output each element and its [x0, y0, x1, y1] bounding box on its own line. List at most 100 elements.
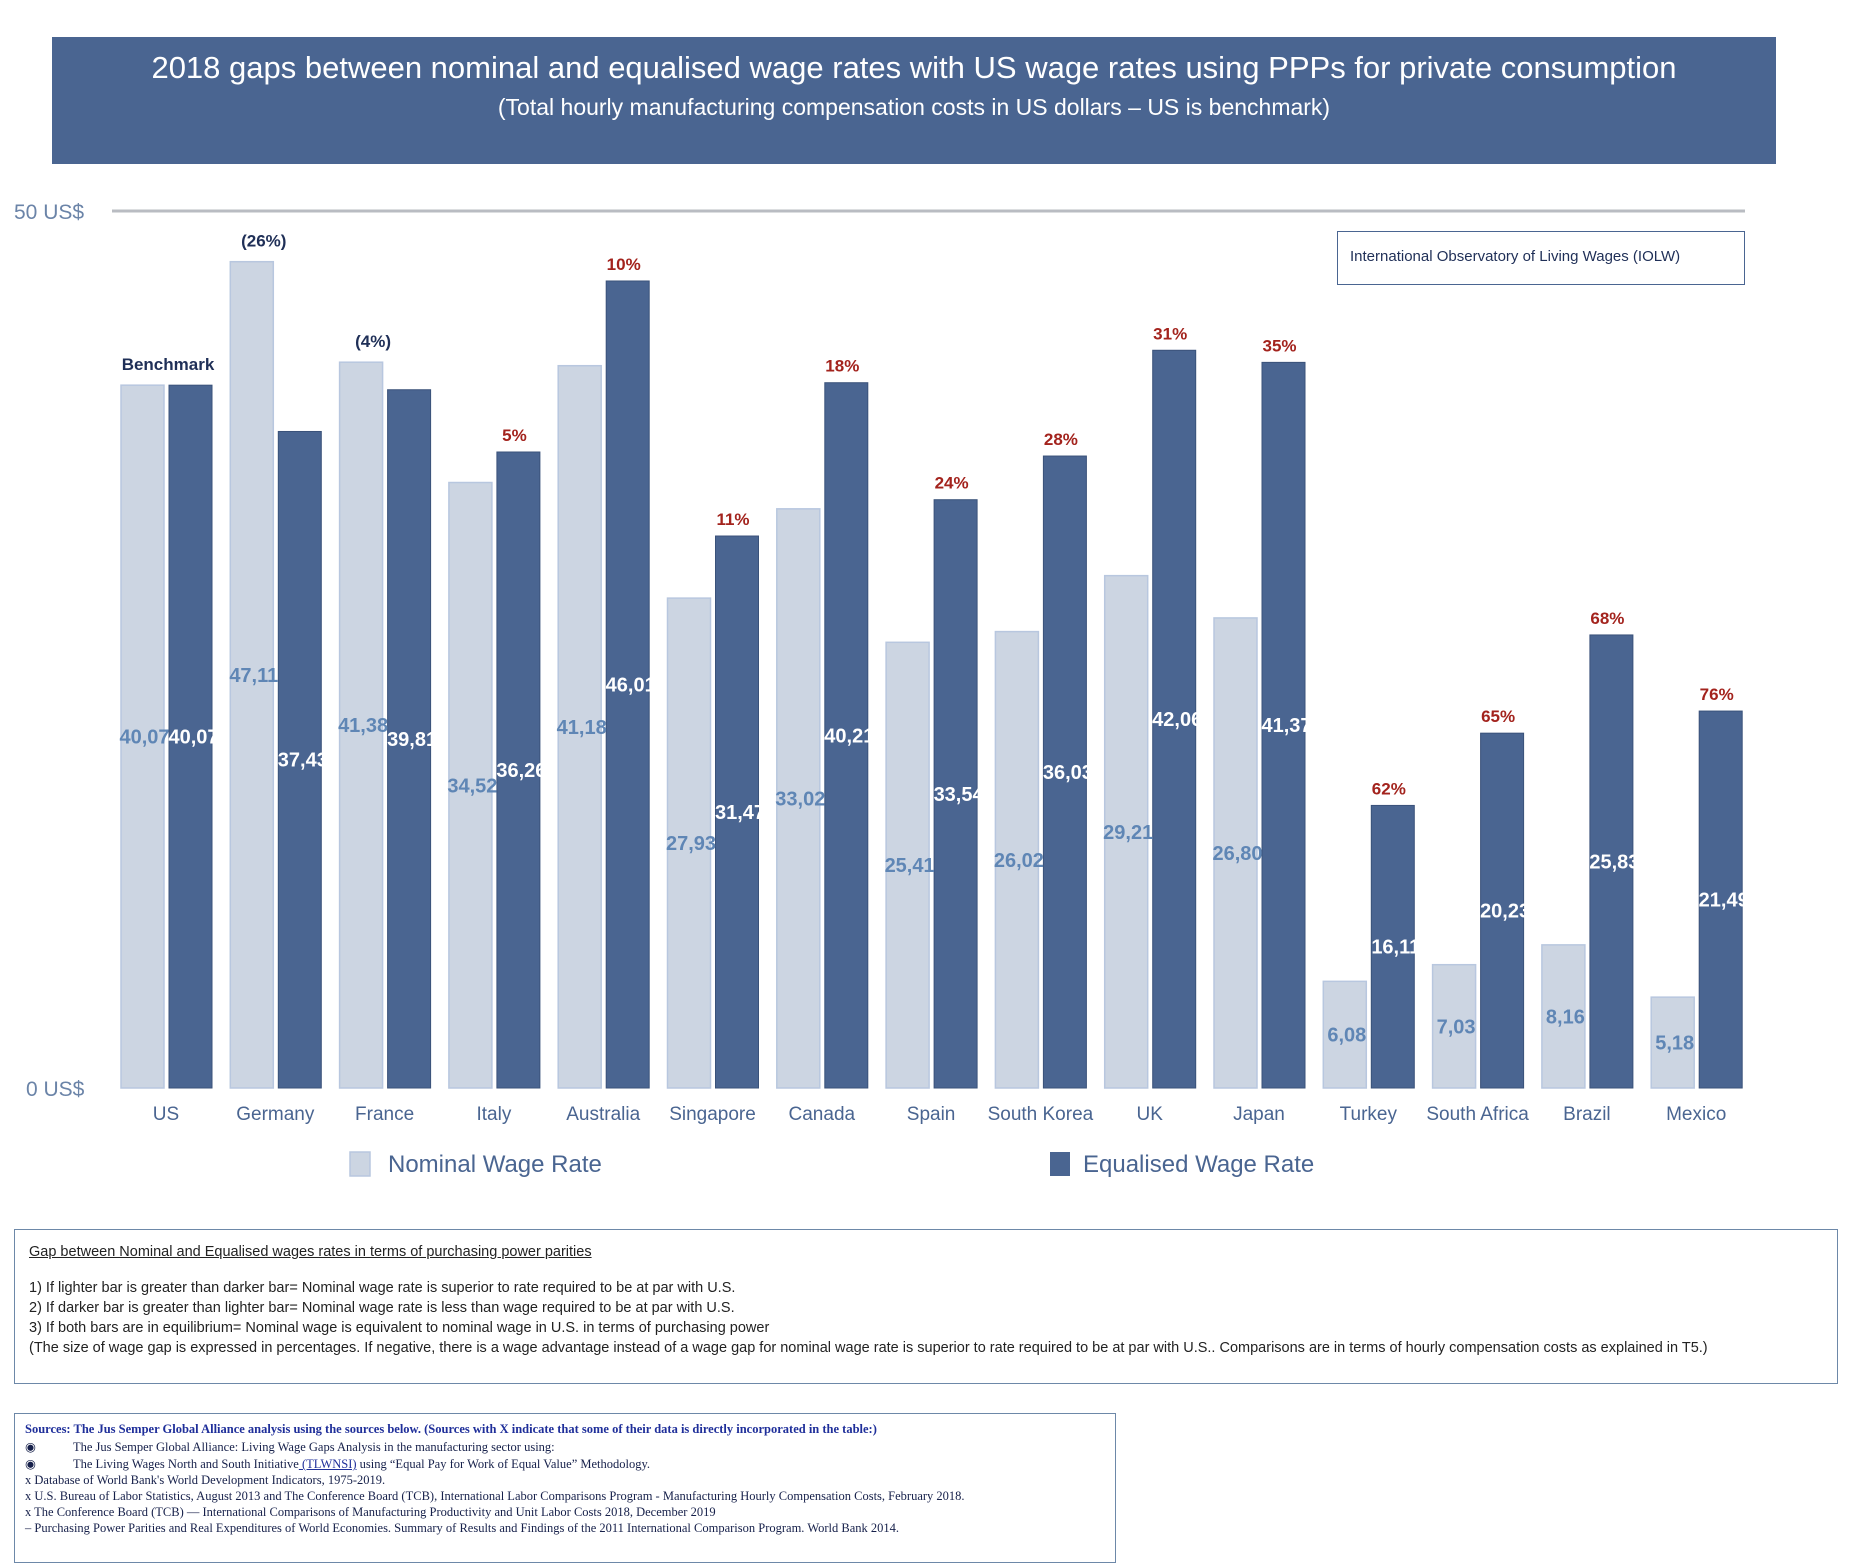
equalised-value-label: 40,07	[168, 727, 218, 749]
nominal-value-label: 34,52	[447, 775, 497, 797]
nominal-bar	[666, 597, 712, 1089]
gap-label: 24%	[935, 474, 969, 493]
nominal-bar	[1650, 996, 1695, 1089]
equalised-value-label: 39,81	[387, 729, 437, 751]
nominal-bar	[448, 481, 493, 1089]
equalised-bar	[605, 280, 650, 1089]
category-label: Singapore	[669, 1104, 756, 1125]
equalised-bar	[277, 430, 322, 1089]
equalised-value-label: 33,54	[934, 784, 985, 806]
equalised-value-label: 31,47	[715, 802, 765, 824]
equalised-bar	[824, 382, 869, 1089]
notes-box: Gap between Nominal and Equalised wages …	[14, 1229, 1838, 1384]
nominal-bar	[229, 260, 275, 1089]
equalised-bar	[1480, 732, 1525, 1089]
category-label: Brazil	[1563, 1104, 1611, 1125]
nominal-value-label: 40,07	[119, 727, 169, 749]
nominal-bar	[120, 384, 165, 1089]
nominal-value-label: 26,02	[994, 850, 1044, 872]
bullet-icon: ◉	[25, 1440, 36, 1454]
nominal-value-label: 27,93	[666, 833, 716, 855]
nominal-value-label: 29,21	[1103, 822, 1153, 844]
source-item-1: ◉ The Jus Semper Global Alliance: Living …	[25, 1440, 555, 1454]
nominal-bar	[1541, 944, 1586, 1089]
legend-swatch-equalised	[1050, 1152, 1070, 1176]
chart-title: 2018 gaps between nominal and equalised …	[151, 50, 1677, 85]
equalised-bar	[933, 499, 978, 1089]
equalised-value-label: 46,01	[606, 674, 656, 696]
equalised-bar	[1261, 361, 1306, 1089]
nominal-bar	[1213, 617, 1258, 1089]
note-line-3: 3) If both bars are in equilibrium= Nomi…	[29, 1320, 770, 1336]
equalised-bar	[715, 535, 759, 1089]
equalised-value-label: 20,23	[1480, 901, 1530, 923]
category-label: Spain	[907, 1104, 956, 1125]
equalised-bar	[1042, 455, 1087, 1089]
gap-label: 31%	[1153, 324, 1187, 343]
equalised-bar	[1698, 710, 1743, 1089]
equalised-value-label: 16,11	[1371, 937, 1420, 959]
nominal-bar	[338, 361, 384, 1089]
category-label: France	[355, 1104, 414, 1125]
equalised-bar	[1370, 804, 1415, 1089]
category-label: Australia	[566, 1104, 640, 1125]
gap-label: Benchmark	[122, 355, 215, 374]
equalised-bar	[168, 384, 213, 1089]
equalised-bar	[1152, 349, 1197, 1089]
category-label: South Korea	[988, 1104, 1094, 1125]
gap-label: 35%	[1262, 336, 1296, 355]
y-tick-label: 0 US$	[26, 1078, 85, 1101]
gap-label: 68%	[1590, 609, 1624, 628]
gap-label: 10%	[607, 255, 641, 274]
bullet-icon: ◉	[25, 1457, 36, 1471]
nominal-value-label: 5,18	[1655, 1033, 1694, 1055]
y-tick-label: 50 US$	[14, 201, 84, 224]
notes-heading: Gap between Nominal and Equalised wages …	[29, 1244, 592, 1260]
category-label: Turkey	[1340, 1104, 1398, 1125]
sources-box: Sources: The Jus Semper Global Alliance …	[14, 1413, 1116, 1563]
category-label: Canada	[789, 1104, 856, 1125]
gap-label: (26%)	[241, 232, 286, 251]
equalised-value-label: 21,49	[1699, 890, 1749, 912]
nominal-bar	[1431, 963, 1477, 1089]
nominal-value-label: 33,02	[775, 788, 825, 810]
source-item-6: – Purchasing Power Parities and Real Exp…	[25, 1521, 900, 1535]
tlwnsi-link[interactable]: (TLWNSI)	[298, 1457, 357, 1471]
equalised-value-label: 36,03	[1043, 762, 1093, 784]
legend-swatch-nominal	[349, 1151, 371, 1177]
source-item-2: ◉ The Living Wages North and South Initia…	[25, 1457, 651, 1471]
note-line-2: 2) If darker bar is greater than lighter…	[29, 1300, 735, 1316]
gap-label: 65%	[1481, 707, 1515, 726]
category-label: Mexico	[1666, 1104, 1726, 1125]
nominal-value-label: 7,03	[1437, 1016, 1476, 1038]
category-label: UK	[1136, 1104, 1163, 1125]
gap-label: 28%	[1044, 430, 1078, 449]
source-item-3: x Database of World Bank's World Develop…	[25, 1473, 386, 1487]
category-label: Japan	[1233, 1104, 1285, 1125]
gap-label: (4%)	[355, 332, 391, 351]
category-label: US	[153, 1104, 179, 1125]
gap-label: 18%	[825, 357, 859, 376]
category-label: South Africa	[1426, 1104, 1529, 1125]
chart-subtitle: (Total hourly manufacturing compensation…	[497, 94, 1331, 120]
equalised-value-label: 25,83	[1589, 851, 1639, 873]
note-line-1: 1) If lighter bar is greater than darker…	[29, 1280, 736, 1296]
nominal-value-label: 6,08	[1327, 1025, 1366, 1047]
equalised-value-label: 41,37	[1261, 715, 1311, 737]
equalised-value-label: 42,06	[1152, 709, 1202, 731]
equalised-bar	[387, 389, 432, 1089]
sources-heading: Sources: The Jus Semper Global Alliance …	[25, 1422, 877, 1436]
equalised-value-label: 37,43	[278, 750, 328, 772]
legend-label-equalised: Equalised Wage Rate	[1083, 1151, 1314, 1178]
equalised-value-label: 40,21	[824, 725, 874, 747]
nominal-value-label: 41,38	[338, 715, 388, 737]
nominal-bar	[557, 364, 602, 1089]
nominal-bar	[885, 641, 930, 1089]
nominal-bar	[776, 508, 821, 1089]
nominal-value-label: 47,11	[229, 665, 278, 687]
source-item-4: x U.S. Bureau of Labor Statistics, Augus…	[25, 1489, 965, 1503]
nominal-value-label: 41,18	[557, 717, 607, 739]
note-line-4: (The size of wage gap is expressed in pe…	[29, 1340, 1708, 1356]
gap-label: 76%	[1700, 685, 1734, 704]
nominal-bar	[994, 630, 1040, 1089]
